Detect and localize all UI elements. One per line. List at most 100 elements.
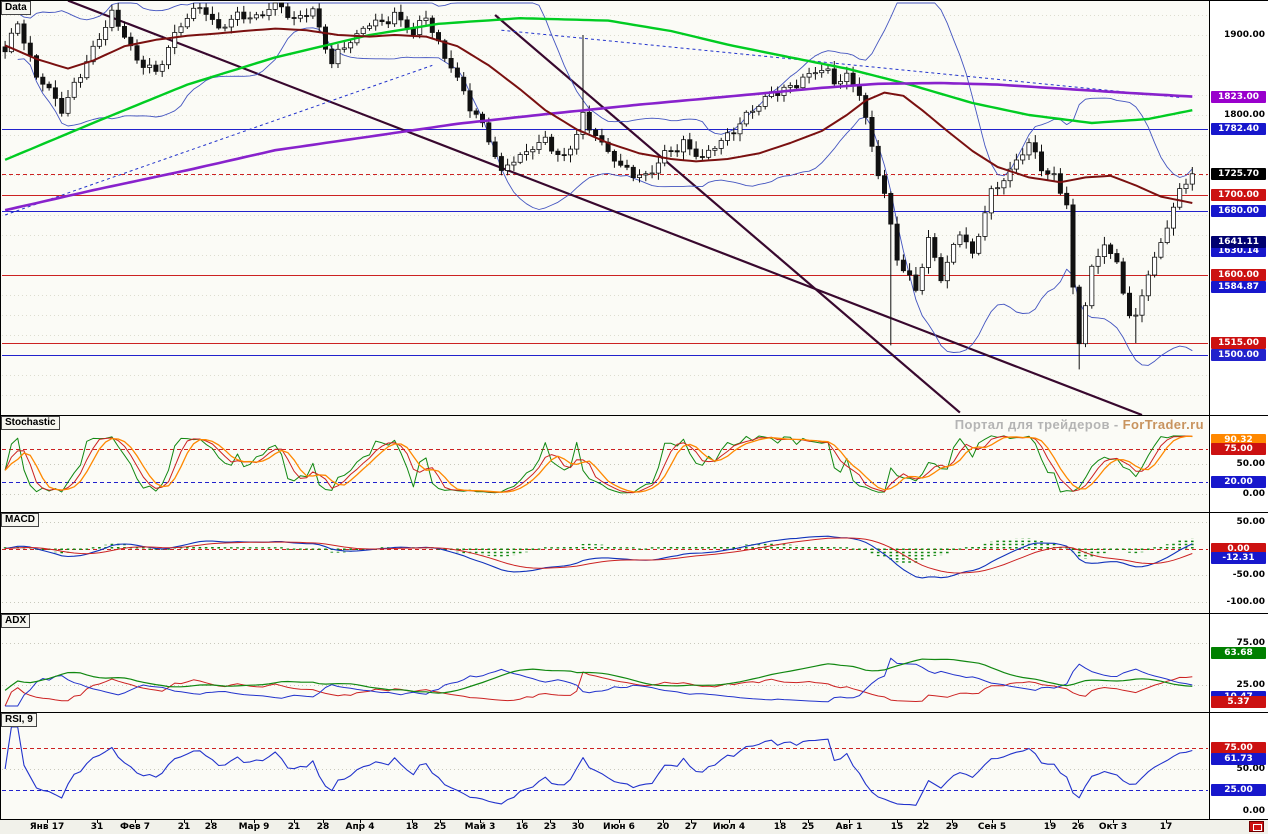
chart-left-border [0,0,1,819]
axis-tick [992,820,993,823]
time-axis: Янв 17 31 Фев 7 21 28 Мар 9 21 28 Апр 4 18 25 Май 3… [0,819,1268,834]
axis-tick [780,820,781,823]
axis-tick-label: 1800.00 [1224,110,1265,120]
panel-label-adx[interactable]: ADX [1,614,31,628]
adx-line [4,658,1193,694]
axis-tick [663,820,664,823]
watermark: Портал для трейдеров - ForTrader.ru [955,417,1204,432]
time-axis-label: 18 [773,822,787,832]
axis-value-badge: 1600.00 [1211,269,1266,281]
axis-tick-label: 50.00 [1236,764,1265,774]
axis-tick [211,820,212,823]
time-axis-label: 28 [316,822,330,832]
axis-value-badge: 75.00 [1211,443,1266,455]
time-axis-label: 16 [515,822,529,832]
axis-value-badge: 25.00 [1211,784,1266,796]
axis-divider [1209,0,1210,819]
macd-signal [5,537,1193,574]
time-axis-label: Май 3 [464,822,496,832]
time-axis-label: 25 [433,822,447,832]
axis-tick [135,820,136,823]
time-axis-label: 26 [1071,822,1085,832]
axis-tick [522,820,523,823]
fortrader-logo-icon [1249,821,1264,832]
plus-di-line [4,671,1193,707]
time-axis-label: Фев 7 [119,822,151,832]
axis-value-badge: -12.31 [1211,552,1266,564]
axis-tick [1050,820,1051,823]
candlestick-series [2,2,1195,370]
axis-tick [578,820,579,823]
time-axis-label: 21 [287,822,301,832]
time-axis-label: 17 [1159,822,1173,832]
axis-value-badge: 75.00 [1211,742,1266,754]
price-axis: 1900.00 1800.00 1823.00 1782.40 1725.70 1700.… [1210,0,1268,819]
axis-tick [323,820,324,823]
axis-tick [412,820,413,823]
axis-tick [254,820,255,823]
time-axis-label: Апр 4 [345,822,375,832]
panel-label-rsi[interactable]: RSI, 9 [1,713,37,727]
time-axis-label: 21 [177,822,191,832]
axis-tick-label: 0.00 [1242,489,1265,499]
bollinger-lower [17,27,1193,366]
time-axis-label: 28 [204,822,218,832]
watermark-text: Портал для трейдеров - [954,417,1123,432]
rsi-line [4,726,1193,806]
time-axis-label: Сен 5 [977,822,1007,832]
axis-value-badge: 1680.00 [1211,205,1266,217]
axis-value-badge: 1500.00 [1211,349,1266,361]
panel-label-data[interactable]: Data [1,1,31,15]
axis-value-badge: 1641.11 [1211,236,1266,248]
time-axis-label: Мар 9 [238,822,270,832]
panel-divider [0,613,1268,614]
axis-tick [1166,820,1167,823]
axis-tick [1078,820,1079,823]
time-axis-label: Янв 17 [29,822,65,832]
time-axis-label: 22 [916,822,930,832]
axis-tick [440,820,441,823]
time-axis-label: Авг 1 [835,822,863,832]
trendline [4,64,433,216]
panel-label-macd[interactable]: MACD [1,513,39,527]
axis-tick [849,820,850,823]
panel-divider [0,0,1268,1]
macd-line [5,535,1193,579]
time-axis-label: 30 [571,822,585,832]
axis-tick [184,820,185,823]
axis-tick [97,820,98,823]
ma-purple [4,81,1193,212]
axis-tick [691,820,692,823]
axis-tick [619,820,620,823]
trendline [494,14,961,414]
time-axis-label: Июл 4 [712,822,746,832]
axis-value-badge: 1630.14 [1211,245,1266,257]
panel-label-stochastic[interactable]: Stochastic [1,416,60,430]
time-axis-label: 18 [405,822,419,832]
axis-value-badge: 1515.00 [1211,337,1266,349]
time-axis-label: 19 [1043,822,1057,832]
axis-value-badge: 63.68 [1211,647,1266,659]
ma-long-green [4,17,1193,161]
axis-tick [952,820,953,823]
axis-tick [729,820,730,823]
axis-value-badge: 1584.87 [1211,281,1266,293]
time-axis-label: Окт 3 [1098,822,1128,832]
axis-tick [808,820,809,823]
panel-divider [0,415,1268,416]
axis-tick-label: -50.00 [1232,570,1265,580]
axis-tick [47,820,48,823]
panel-divider [0,512,1268,513]
axis-tick [550,820,551,823]
axis-tick [923,820,924,823]
time-axis-label: 25 [801,822,815,832]
axis-value-badge: 1725.70 [1211,168,1266,180]
ma-maroon [4,27,1193,204]
axis-value-badge: 20.00 [1211,476,1266,488]
axis-tick-label: 75.00 [1236,638,1265,648]
axis-tick-label: -100.00 [1226,597,1265,607]
axis-tick-label: 0.00 [1242,806,1265,816]
axis-value-badge: 1782.40 [1211,123,1266,135]
